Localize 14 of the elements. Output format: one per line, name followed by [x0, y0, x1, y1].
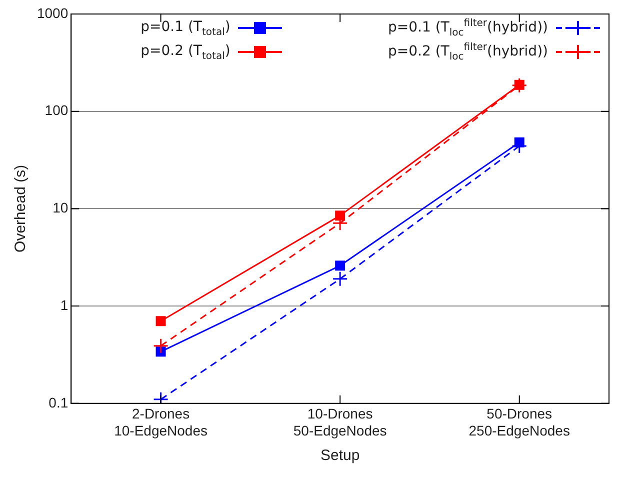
y-tick-label: 100	[44, 102, 68, 118]
legend-label: p=0.2 (T$_{loc}$$^{filter}$(hybrid))	[388, 42, 548, 62]
x-tick-label: 50-Drones 250-EdgeNodes	[468, 406, 570, 438]
x-tick-label: 10-Drones 50-EdgeNodes	[293, 406, 387, 438]
legend-label: p=0.1 (T$_{loc}$$^{filter}$(hybrid))	[388, 18, 548, 38]
y-tick-label: 10	[52, 200, 68, 216]
legend-label: p=0.2 (T$_{total}$)	[140, 42, 230, 62]
y-tick-label: 1	[60, 296, 68, 313]
y-tick-label: 0.1	[48, 394, 68, 410]
x-axis-title: Setup	[320, 447, 360, 464]
x-tick-label: 2-Drones 10-EdgeNodes	[114, 406, 208, 438]
legend-label: p=0.1 (T$_{total}$)	[140, 18, 230, 38]
y-axis-title: Overhead (s)	[12, 164, 30, 252]
y-tick-label: 1000	[36, 4, 68, 21]
